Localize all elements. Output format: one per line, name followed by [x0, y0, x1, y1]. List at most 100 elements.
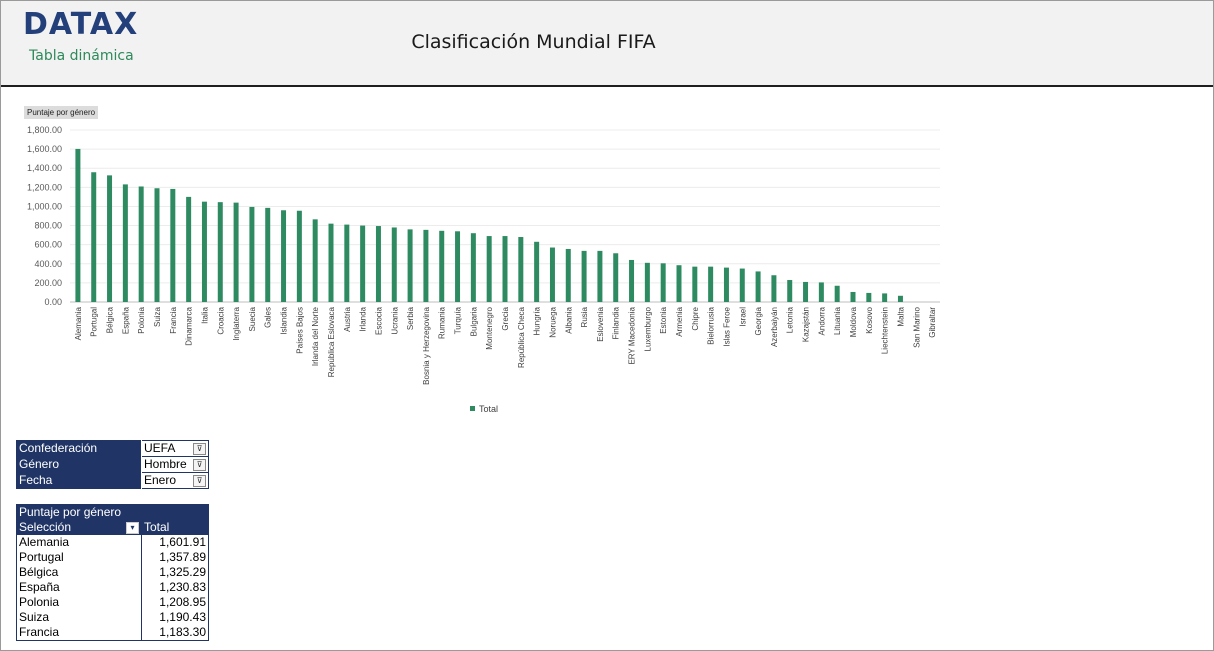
bar: [170, 188, 176, 302]
x-tick-label: Croacia: [216, 306, 225, 334]
x-tick-label: Rumania: [438, 306, 447, 339]
chart-field-button[interactable]: Puntaje por género: [24, 106, 99, 119]
table-row[interactable]: Bélgica 1,325.29: [16, 565, 209, 580]
legend-swatch: [470, 406, 475, 411]
x-tick-label: Países Bajos: [295, 307, 304, 354]
bar: [154, 188, 160, 302]
bar: [644, 262, 650, 302]
filter-value-text: Enero: [144, 473, 177, 487]
x-tick-label: Malta: [896, 306, 905, 326]
table-row[interactable]: Suiza 1,190.43: [16, 610, 209, 625]
bar: [708, 266, 714, 302]
bar-chart[interactable]: 0.00 200.00 400.00 600.00 800.00 1,000.00 1,20…: [0, 120, 960, 430]
bar: [138, 186, 144, 302]
x-tick-label: Estonia: [659, 306, 668, 333]
filter-row: Fecha Enero ⊽: [16, 472, 209, 489]
x-tick-label: Andorra: [817, 306, 826, 335]
x-tick-label: Francia: [169, 306, 178, 333]
filter-funnel-icon[interactable]: ⊽: [193, 459, 206, 471]
filter-value[interactable]: Hombre ⊽: [141, 456, 209, 473]
x-tick-label: San Marino: [912, 306, 921, 347]
row-label: Bélgica: [16, 565, 142, 580]
pivot-title-spacer: [141, 504, 209, 520]
bar: [676, 265, 682, 302]
table-row[interactable]: Polonia 1,208.95: [16, 595, 209, 610]
x-tick-label: Luxemburgo: [643, 306, 652, 351]
bar: [897, 295, 903, 302]
x-tick-label: Israel: [738, 307, 747, 327]
row-value: 1,183.30: [159, 625, 206, 639]
x-tick-label: Finlandia: [612, 306, 621, 339]
row-label: Suiza: [16, 610, 142, 625]
x-tick-label: República Checa: [517, 306, 526, 367]
x-tick-label: Bielorrusia: [707, 306, 716, 344]
x-tick-label: Bélgica: [106, 306, 115, 333]
bar: [755, 271, 761, 302]
table-row[interactable]: España 1,230.83: [16, 580, 209, 595]
bar: [423, 229, 429, 302]
table-row[interactable]: Alemania 1,601.91: [16, 535, 209, 550]
bar: [249, 206, 255, 302]
y-tick-label: 600.00: [34, 240, 62, 250]
x-tick-label: España: [121, 306, 130, 334]
x-tick-label: Kosovo: [865, 306, 874, 333]
y-tick-label: 200.00: [34, 278, 62, 288]
x-tick-label: Polonia: [137, 306, 146, 333]
row-label: Polonia: [16, 595, 142, 610]
bar: [882, 293, 888, 302]
x-tick-label: Irlanda del Norte: [311, 306, 320, 366]
x-tick-label: Serbia: [406, 306, 415, 330]
x-tick-label: Inglaterra: [232, 306, 241, 340]
x-tick-label: Italia: [200, 306, 209, 323]
bar: [549, 247, 555, 302]
bar: [233, 202, 239, 302]
bar: [787, 280, 793, 302]
x-tick-label: Chipre: [691, 306, 700, 330]
x-tick-label: Austria: [343, 306, 352, 331]
bar: [581, 250, 587, 302]
filter-label: Género: [16, 456, 142, 473]
bar: [312, 219, 318, 302]
column-header-total: Total: [141, 520, 209, 535]
filter-funnel-icon[interactable]: ⊽: [193, 443, 206, 455]
x-tick-label: Eslovenia: [596, 306, 605, 341]
table-row[interactable]: Francia 1,183.30: [16, 625, 209, 641]
bar: [439, 230, 445, 302]
filter-row: Género Hombre ⊽: [16, 456, 209, 473]
bar: [217, 202, 223, 302]
bar: [597, 250, 603, 302]
x-tick-label: Letonia: [786, 306, 795, 333]
bar: [692, 266, 698, 302]
filter-funnel-icon[interactable]: ⊽: [193, 475, 206, 487]
y-tick-label: 0.00: [44, 297, 62, 307]
bar: [91, 172, 97, 302]
column-header-label: Selección: [19, 520, 72, 534]
table-row[interactable]: Portugal 1,357.89: [16, 550, 209, 565]
bar: [739, 268, 745, 302]
bar: [455, 231, 461, 302]
x-tick-label: Grecia: [501, 306, 510, 330]
row-value: 1,190.43: [159, 610, 206, 624]
row-value: 1,325.29: [159, 565, 206, 579]
pivot-title: Puntaje por género: [16, 504, 142, 520]
x-tick-label: Lituania: [833, 306, 842, 335]
bar: [613, 253, 619, 302]
x-tick-label: República Eslovaca: [327, 306, 336, 377]
x-tick-label: Bulgaria: [469, 306, 478, 336]
row-value: 1,208.95: [159, 595, 206, 609]
x-tick-label: Gibraltar: [928, 307, 937, 338]
bar: [834, 285, 840, 302]
row-value: 1,230.83: [159, 580, 206, 594]
filter-value[interactable]: UEFA ⊽: [141, 440, 209, 457]
bar: [534, 241, 540, 302]
bar: [866, 292, 872, 302]
filter-value[interactable]: Enero ⊽: [141, 472, 209, 489]
page-title: Clasificación Mundial FIFA: [411, 31, 656, 53]
row-label: Alemania: [16, 535, 142, 550]
sort-dropdown-icon[interactable]: ▾: [126, 522, 139, 534]
bar: [265, 207, 271, 302]
column-header-seleccion[interactable]: Selección ▾: [16, 520, 142, 535]
bar: [328, 223, 334, 302]
bar: [360, 225, 366, 302]
y-tick-label: 1,600.00: [27, 144, 62, 154]
